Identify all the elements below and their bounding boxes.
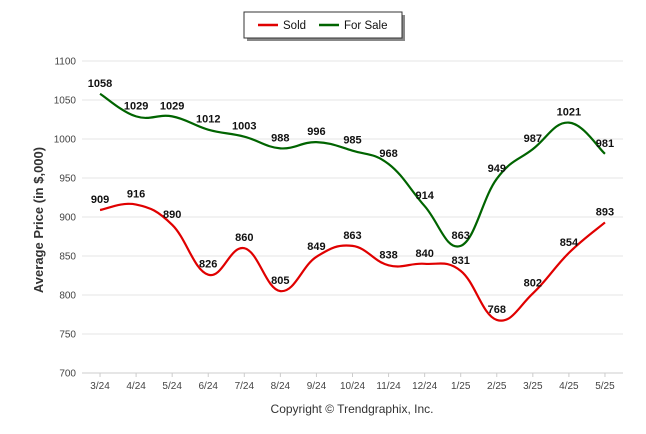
data-label-for-sale: 996 (307, 126, 325, 138)
y-tick-label: 950 (59, 174, 76, 185)
data-label-sold: 826 (199, 259, 217, 271)
data-label-sold: 768 (488, 304, 506, 316)
data-label-sold: 860 (235, 232, 253, 244)
x-tick-label: 5/25 (595, 381, 615, 392)
y-tick-label: 1000 (54, 135, 77, 146)
legend-label-for-sale: For Sale (344, 20, 387, 32)
data-label-sold: 890 (163, 209, 181, 221)
data-label-sold: 802 (524, 277, 542, 289)
x-tick-label: 11/24 (376, 381, 401, 392)
data-label-sold: 854 (560, 237, 579, 249)
x-tick-label: 1/25 (451, 381, 471, 392)
x-tick-label: 4/25 (559, 381, 579, 392)
data-label-for-sale: 968 (379, 148, 397, 160)
y-tick-label: 1050 (54, 96, 77, 107)
data-label-for-sale: 1021 (557, 107, 581, 119)
y-tick-label: 1100 (54, 57, 76, 68)
legend: Sold For Sale (243, 11, 405, 41)
x-tick-label: 2/25 (487, 381, 507, 392)
x-tick-label: 8/24 (271, 381, 291, 392)
y-axis-ticks: 700 750 800 850 900 950 1000 1050 1100 (54, 57, 77, 380)
data-labels: 909 916 890 826 860 805 849 863 838 840 831 768 802 8… (88, 78, 614, 316)
legend-label-sold: Sold (283, 20, 306, 32)
data-label-sold: 838 (379, 249, 397, 261)
data-label-sold: 840 (415, 248, 433, 260)
data-label-sold: 916 (127, 189, 145, 201)
data-label-for-sale: 1012 (196, 114, 220, 126)
y-tick-label: 750 (59, 330, 76, 341)
series-line-for-sale (99, 92, 606, 248)
data-label-sold: 805 (271, 275, 289, 287)
data-label-sold: 831 (452, 255, 470, 267)
y-tick-label: 700 (59, 369, 76, 380)
data-label-sold: 849 (307, 241, 325, 253)
x-tick-label: 12/24 (412, 381, 437, 392)
x-tick-label: 5/24 (162, 381, 182, 392)
data-label-sold: 909 (91, 194, 109, 206)
data-label-sold: 893 (596, 206, 614, 218)
y-tick-label: 850 (59, 252, 76, 263)
copyright-footer: Copyright © Trendgraphix, Inc. (271, 402, 434, 416)
data-label-for-sale: 987 (524, 133, 542, 145)
data-label-for-sale: 914 (415, 190, 434, 202)
data-label-for-sale: 981 (596, 138, 614, 150)
x-tick-label: 3/24 (90, 381, 110, 392)
data-label-for-sale: 1003 (232, 121, 256, 133)
data-label-sold: 863 (343, 230, 361, 242)
x-tick-label: 3/25 (523, 381, 543, 392)
data-label-for-sale: 988 (271, 132, 289, 144)
data-label-for-sale: 1029 (160, 100, 184, 112)
data-label-for-sale: 985 (343, 135, 361, 147)
data-label-for-sale: 1058 (88, 78, 112, 90)
x-tick-label: 9/24 (307, 381, 327, 392)
y-tick-label: 900 (59, 213, 76, 224)
series-line-sold (99, 202, 606, 322)
data-label-for-sale: 1029 (124, 100, 148, 112)
data-label-for-sale: 863 (452, 230, 470, 242)
y-axis-label: Average Price (in $,000) (31, 147, 46, 293)
series-layer (99, 92, 606, 322)
x-tick-label: 4/24 (126, 381, 146, 392)
y-tick-label: 800 (59, 291, 76, 302)
x-tick-label: 6/24 (198, 381, 218, 392)
data-label-for-sale: 949 (488, 163, 506, 175)
x-tick-label: 7/24 (235, 381, 255, 392)
x-tick-label: 10/24 (340, 381, 365, 392)
x-axis-ticks: 3/24 4/24 5/24 6/24 7/24 8/24 9/24 10/24 11/24 12… (82, 372, 623, 392)
